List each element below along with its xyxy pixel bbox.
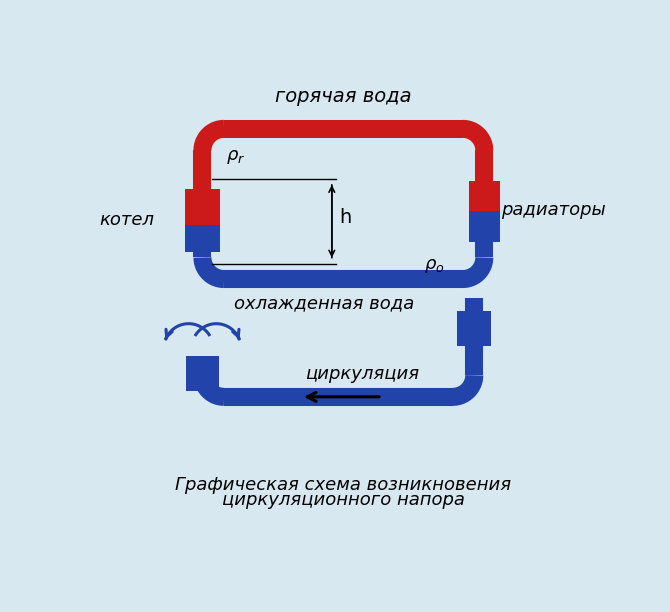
FancyBboxPatch shape [458, 312, 491, 346]
FancyBboxPatch shape [469, 211, 500, 242]
FancyBboxPatch shape [186, 356, 219, 390]
FancyBboxPatch shape [469, 181, 500, 211]
Text: $\rho_r$: $\rho_r$ [226, 148, 245, 166]
Text: циркуляционного напора: циркуляционного напора [222, 491, 465, 509]
Text: котел: котел [100, 211, 155, 229]
Text: радиаторы: радиаторы [501, 201, 606, 218]
Text: охлажденная вода: охлажденная вода [234, 294, 414, 312]
Text: Графическая схема возникновения: Графическая схема возникновения [176, 476, 511, 494]
FancyBboxPatch shape [185, 189, 220, 225]
Text: горячая вода: горячая вода [275, 87, 411, 106]
Text: $\rho_o$: $\rho_o$ [424, 257, 445, 275]
Text: циркуляция: циркуляция [306, 365, 419, 382]
FancyBboxPatch shape [185, 225, 220, 252]
Text: h: h [340, 208, 352, 227]
